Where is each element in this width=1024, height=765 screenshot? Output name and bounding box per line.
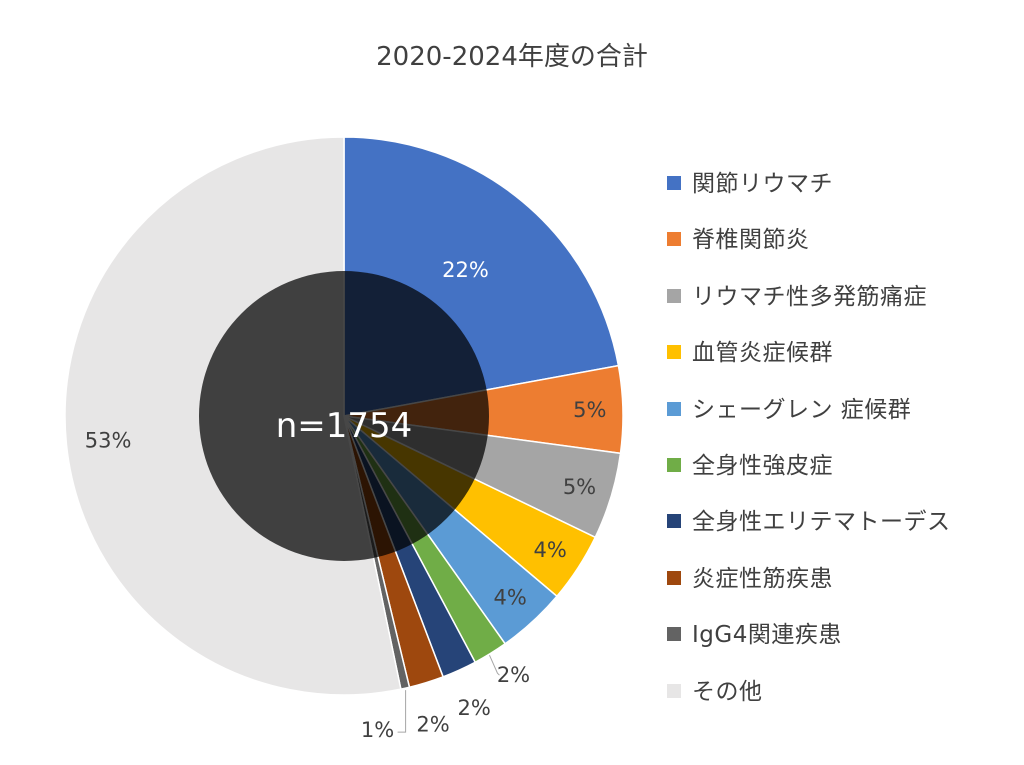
legend-item-6: 全身性強皮症 — [667, 442, 1017, 498]
legend-swatch — [667, 232, 681, 247]
legend-item-5: シェーグレン 症候群 — [667, 386, 1017, 442]
legend-item-4: 血管炎症候群 — [667, 329, 1017, 385]
data-label-3: 5% — [563, 475, 596, 499]
legend-label: シェーグレン 症候群 — [692, 396, 912, 423]
legend-swatch — [667, 176, 681, 190]
data-label-10: 53% — [85, 428, 132, 452]
legend-label: 脊椎関節炎 — [692, 227, 810, 254]
legend-item-2: 脊椎関節炎 — [667, 216, 1017, 272]
legend-item-7: 全身性エリテマトーデス — [667, 498, 1017, 554]
legend-label: 炎症性筋疾患 — [692, 565, 833, 592]
data-label-2: 5% — [573, 398, 606, 422]
legend-label: IgG4関連疾患 — [692, 622, 842, 649]
center-circle — [199, 271, 489, 561]
legend-swatch — [667, 683, 681, 698]
legend-swatch — [667, 457, 681, 472]
data-label-9: 1% — [361, 718, 394, 742]
legend-label: リウマチ性多発筋痛症 — [692, 283, 927, 310]
legend-label: 血管炎症候群 — [692, 340, 833, 367]
legend: 関節リウマチ 脊椎関節炎 リウマチ性多発筋痛症 血管炎症候群 シェーグレン 症候群 全身性… — [667, 160, 1017, 724]
center-label: n=1754 — [276, 406, 413, 446]
legend-label: その他 — [692, 678, 763, 705]
legend-swatch — [667, 345, 681, 360]
legend-item-9: IgG4関連疾患 — [667, 611, 1017, 667]
legend-item-10: その他 — [667, 668, 1017, 724]
legend-label: 全身性強皮症 — [692, 452, 833, 479]
data-label-8: 2% — [416, 712, 449, 736]
legend-item-3: リウマチ性多発筋痛症 — [667, 273, 1017, 329]
legend-label: 関節リウマチ — [692, 171, 833, 197]
data-labels: 22%5%5%4%4%2%2%2%1%53% — [85, 258, 607, 742]
chart-title: 2020-2024年度の合計 — [376, 42, 648, 72]
center-overlay — [199, 271, 489, 561]
legend-item-1: 関節リウマチ — [667, 160, 1017, 216]
leader-line-6 — [489, 654, 500, 676]
data-label-4: 4% — [534, 538, 567, 562]
data-label-6: 2% — [497, 663, 530, 687]
leader-line-9 — [397, 690, 407, 733]
legend-swatch — [667, 288, 681, 303]
legend-item-8: 炎症性筋疾患 — [667, 555, 1017, 611]
data-label-5: 4% — [493, 585, 526, 609]
legend-swatch — [667, 627, 681, 642]
legend-label: 全身性エリテマトーデス — [692, 509, 951, 536]
data-label-1: 22% — [442, 258, 489, 282]
legend-swatch — [667, 401, 681, 416]
data-label-7: 2% — [458, 696, 491, 720]
legend-swatch — [667, 514, 681, 529]
legend-swatch — [667, 570, 681, 585]
